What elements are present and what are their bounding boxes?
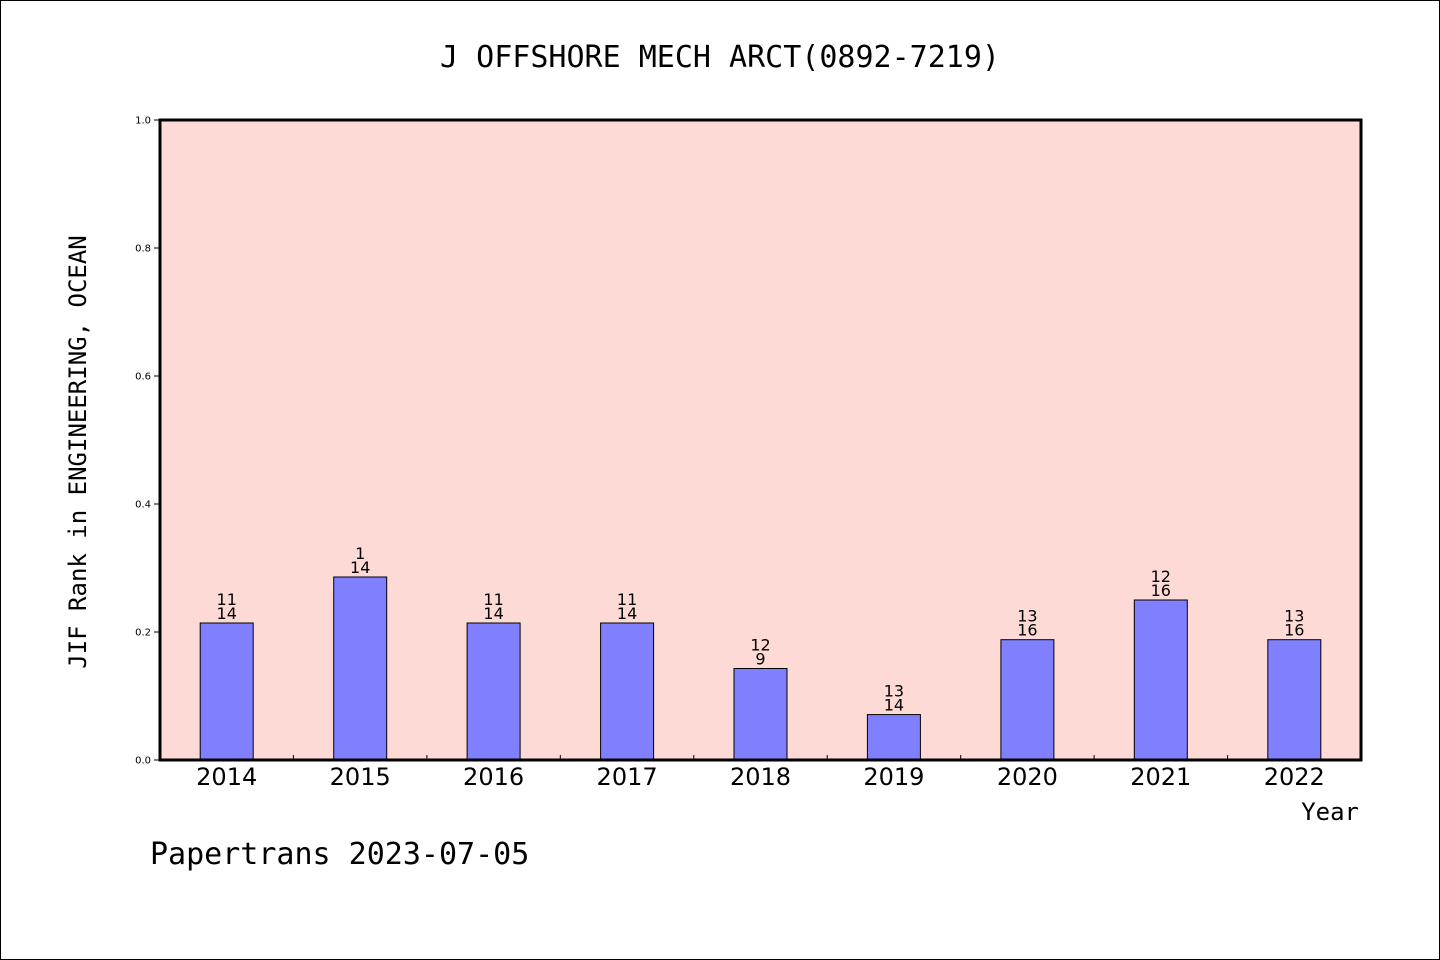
bar-2020 bbox=[1000, 639, 1055, 761]
x-tick-label-2016: 2016 bbox=[463, 763, 524, 791]
bar-label-bottom-2015: 14 bbox=[350, 558, 370, 577]
y-tick-label: 0.0 bbox=[135, 756, 151, 767]
x-tick-label-2019: 2019 bbox=[863, 763, 924, 791]
y-tick-label: 0.2 bbox=[135, 628, 151, 639]
bar-2017 bbox=[600, 622, 655, 761]
bar-label-top-2014: 11 bbox=[217, 590, 237, 609]
bar-label-top-2022: 13 bbox=[1284, 607, 1304, 626]
bar-2014 bbox=[199, 622, 254, 761]
bar-label-top-2021: 12 bbox=[1151, 567, 1171, 586]
chart-title: J OFFSHORE MECH ARCT(0892-7219) bbox=[440, 40, 1000, 75]
bar-label-top-2019: 13 bbox=[884, 682, 904, 701]
x-tick-label-2022: 2022 bbox=[1264, 763, 1325, 791]
bar-label-bottom-2017: 14 bbox=[617, 604, 637, 623]
bars-layer bbox=[199, 576, 1322, 761]
plot-border bbox=[158, 118, 1363, 762]
bar-label-top-2016: 11 bbox=[483, 590, 503, 609]
y-tick-label: 0.4 bbox=[135, 500, 151, 511]
x-tick-label-2020: 2020 bbox=[997, 763, 1058, 791]
bar-label-top-2015: 1 bbox=[355, 544, 365, 563]
bar-label-bottom-2019: 14 bbox=[884, 696, 904, 715]
x-tick-label-2018: 2018 bbox=[730, 763, 791, 791]
bar-label-bottom-2021: 16 bbox=[1151, 581, 1171, 600]
x-axis: 2014 2015 2016 2017 2018 2019 2020 2021 2022 bbox=[196, 755, 1325, 791]
y-tick-label: 0.6 bbox=[135, 372, 151, 383]
bar-label-top-2020: 13 bbox=[1017, 607, 1037, 626]
bar-label-bottom-2016: 14 bbox=[483, 604, 503, 623]
bar-label-top-2017: 11 bbox=[617, 590, 637, 609]
bar-label-top-2018: 12 bbox=[750, 636, 770, 655]
y-axis: 0.0 0.2 0.4 0.6 0.8 1.0 bbox=[135, 116, 160, 767]
bar-2022 bbox=[1267, 639, 1322, 761]
footer-text: Papertrans 2023-07-05 bbox=[150, 837, 529, 872]
bar-2021 bbox=[1133, 599, 1188, 761]
bar-label-bottom-2014: 14 bbox=[217, 604, 237, 623]
x-tick-label-2014: 2014 bbox=[196, 763, 257, 791]
bar-2016 bbox=[466, 622, 521, 761]
y-tick-label: 0.8 bbox=[135, 244, 151, 255]
y-tick-label: 1.0 bbox=[135, 116, 151, 127]
bar-2019 bbox=[866, 714, 921, 761]
bar-label-bottom-2018: 9 bbox=[755, 650, 765, 669]
x-tick-label-2015: 2015 bbox=[330, 763, 391, 791]
bar-label-bottom-2022: 16 bbox=[1284, 621, 1304, 640]
bar-2018 bbox=[733, 668, 788, 761]
x-tick-label-2021: 2021 bbox=[1130, 763, 1191, 791]
bar-2015 bbox=[333, 576, 388, 761]
x-tick-label-2017: 2017 bbox=[597, 763, 658, 791]
y-axis-label: JIF Rank in ENGINEERING, OCEAN bbox=[64, 235, 92, 668]
x-axis-label: Year bbox=[1301, 798, 1359, 826]
bar-label-bottom-2020: 16 bbox=[1017, 621, 1037, 640]
